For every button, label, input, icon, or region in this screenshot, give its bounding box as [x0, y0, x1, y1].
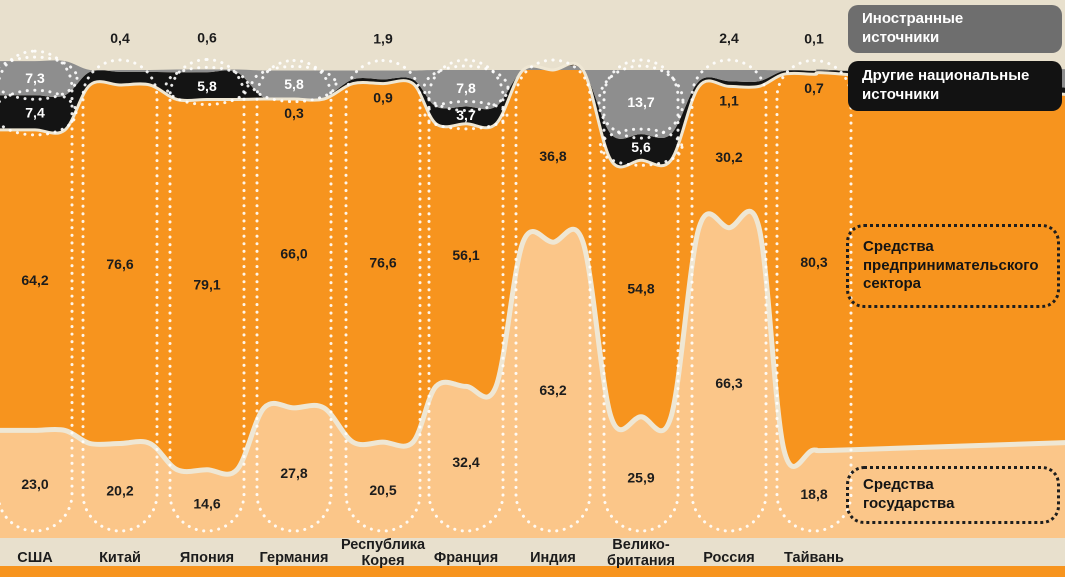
value-label-foreign: 0,1: [804, 30, 824, 46]
category-label: Китай: [99, 550, 141, 566]
value-label-government: 14,6: [193, 496, 220, 512]
foreign-dotted-outline: [250, 64, 338, 104]
value-label-business: 64,2: [21, 272, 48, 288]
column-dotted-capsule: [168, 58, 246, 533]
column-dotted-capsule: [602, 58, 680, 533]
column-dotted-capsule: [514, 58, 592, 533]
value-label-government: 63,2: [539, 382, 566, 398]
column-dotted-capsule: [0, 49, 74, 533]
legend-foreign-sources: Иностранные источники: [848, 5, 1062, 53]
other-national-band: [0, 63, 1065, 167]
value-label-foreign: 0,4: [110, 30, 130, 46]
other-national-dotted-outline: [164, 65, 250, 106]
value-label-government: 23,0: [21, 476, 48, 492]
category-label: Япония: [180, 550, 234, 566]
value-label-foreign: 1,9: [373, 30, 393, 46]
value-label-government: 18,8: [800, 486, 827, 502]
foreign-dotted-outline: [597, 64, 685, 140]
other-national-dotted-outline: [598, 127, 684, 167]
category-label: Германия: [260, 550, 329, 566]
value-label-business: 66,0: [280, 245, 307, 261]
value-label-government: 20,5: [369, 482, 396, 498]
foreign-dotted-outline: [422, 64, 510, 113]
government-band: [0, 211, 1065, 538]
value-label-business: 80,3: [800, 254, 827, 270]
business-band: [0, 63, 1065, 475]
value-label-other-national: 5,8: [197, 78, 217, 94]
column-dotted-capsule: [344, 58, 422, 533]
value-label-other-national: 0,9: [373, 89, 393, 105]
value-label-other-national: 7,4: [25, 104, 45, 120]
value-label-business: 56,1: [452, 247, 479, 263]
value-label-business: 76,6: [106, 256, 133, 272]
category-label: Велико-британия: [607, 537, 675, 569]
category-label: Республика Корея: [341, 537, 426, 569]
value-label-business: 76,6: [369, 255, 396, 271]
legend-business-sector-funds: Средства предпринимательского сектора: [846, 224, 1060, 308]
legend-other-national-sources: Другие национальные источники: [848, 61, 1062, 111]
other-national-dotted-outline: [423, 100, 509, 131]
column-dotted-capsule: [775, 58, 853, 533]
value-label-foreign: 7,3: [25, 70, 45, 86]
bottom-strip: [0, 566, 1065, 577]
value-label-government: 32,4: [452, 454, 479, 470]
value-label-other-national: 0,7: [804, 80, 824, 96]
other-national-dotted-outline: [0, 88, 78, 137]
column-dotted-capsule: [255, 58, 333, 533]
value-label-other-national: 0,3: [284, 105, 304, 121]
value-label-business: 54,8: [627, 280, 654, 296]
value-label-government: 66,3: [715, 375, 742, 391]
value-label-foreign: 5,8: [284, 76, 304, 92]
value-label-government: 20,2: [106, 483, 133, 499]
column-dotted-capsule: [690, 58, 768, 533]
value-label-government: 27,8: [280, 465, 307, 481]
foreign-dotted-outline: [0, 55, 79, 101]
value-label-business: 79,1: [193, 276, 220, 292]
foreign-band: [0, 60, 1065, 139]
category-label: США: [17, 550, 53, 566]
value-label-other-national: 3,7: [456, 107, 476, 123]
value-label-government: 25,9: [627, 469, 654, 485]
column-dotted-capsule: [81, 58, 159, 533]
government-boundary-line: [0, 208, 1065, 477]
value-label-business: 36,8: [539, 148, 566, 164]
category-label: Франция: [434, 550, 498, 566]
legend-government-funds: Средства государства: [846, 466, 1060, 524]
category-label: Россия: [703, 550, 754, 566]
value-label-other-national: 1,1: [719, 92, 739, 108]
value-label-foreign: 13,7: [627, 94, 654, 110]
value-label-foreign: 0,6: [197, 29, 217, 45]
column-dotted-capsule: [427, 58, 505, 533]
value-label-foreign: 2,4: [719, 30, 739, 46]
category-label: Индия: [530, 550, 576, 566]
value-label-foreign: 7,8: [456, 80, 476, 96]
category-label: Тайвань: [784, 550, 844, 566]
value-label-other-national: 5,6: [631, 139, 651, 155]
value-label-business: 30,2: [715, 149, 742, 165]
business-boundary-line: [0, 61, 1065, 169]
